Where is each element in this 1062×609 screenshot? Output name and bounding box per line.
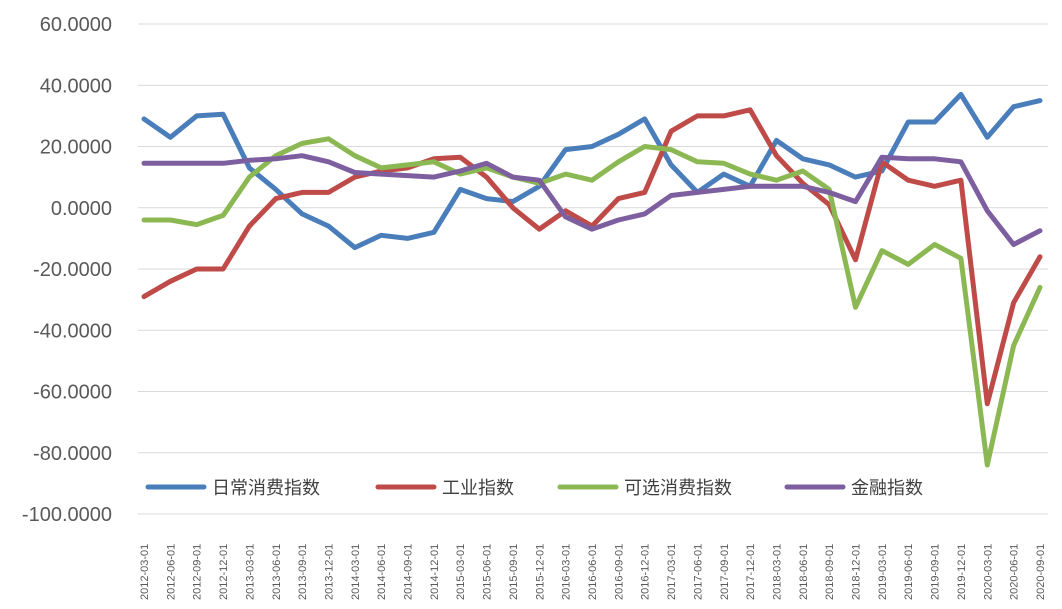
x-tick-label: 2016-03-01	[561, 544, 573, 600]
x-tick-label: 2012-06-01	[165, 544, 177, 600]
y-tick-label: -80.0000	[33, 443, 112, 465]
x-tick-label: 2012-12-01	[218, 544, 230, 600]
x-tick-label: 2015-12-01	[534, 544, 546, 600]
x-tick-label: 2013-12-01	[323, 544, 335, 600]
series-line-0	[141, 91, 1043, 251]
y-tick-label: 20.0000	[40, 137, 112, 159]
x-tick-label: 2017-03-01	[666, 544, 678, 600]
x-tick-label: 2018-06-01	[798, 544, 810, 600]
x-tick-label: 2013-06-01	[271, 544, 283, 600]
x-tick-label: 2015-03-01	[455, 544, 467, 600]
legend-label-2: 可选消费指数	[624, 478, 732, 499]
y-tick-label: 0.0000	[51, 198, 112, 220]
legend-label-0: 日常消费指数	[212, 478, 320, 499]
x-tick-label: 2012-03-01	[139, 544, 151, 600]
y-tick-label: -60.0000	[33, 382, 112, 404]
x-axis-ticks: 2012-03-01 2012-06-01 2012-09-01 2012-12-01…	[139, 544, 1047, 600]
x-tick-label: 2017-09-01	[719, 544, 731, 600]
series-line-1	[141, 107, 1043, 407]
x-tick-label: 2016-09-01	[613, 544, 625, 600]
series-lines	[141, 91, 1043, 468]
x-tick-label: 2017-06-01	[692, 544, 704, 600]
x-tick-label: 2014-12-01	[429, 544, 441, 600]
y-tick-label: -40.0000	[33, 320, 112, 342]
x-tick-label: 2017-12-01	[745, 544, 757, 600]
x-tick-label: 2018-12-01	[851, 544, 863, 600]
x-tick-label: 2020-09-01	[1035, 544, 1047, 600]
x-tick-label: 2019-09-01	[930, 544, 942, 600]
x-tick-label: 2014-06-01	[376, 544, 388, 600]
x-tick-label: 2020-06-01	[1009, 544, 1021, 600]
y-tick-label: 60.0000	[40, 14, 112, 36]
x-tick-label: 2018-09-01	[824, 544, 836, 600]
x-tick-label: 2014-09-01	[403, 544, 415, 600]
series-line-3	[141, 153, 1043, 247]
series-line-2	[141, 136, 1043, 468]
x-tick-label: 2019-06-01	[903, 544, 915, 600]
x-tick-label: 2012-09-01	[192, 544, 204, 600]
x-tick-label: 2018-03-01	[771, 544, 783, 600]
y-tick-label: -100.0000	[22, 504, 112, 526]
x-tick-label: 2014-03-01	[350, 544, 362, 600]
x-tick-label: 2016-06-01	[587, 544, 599, 600]
legend-label-3: 金融指数	[851, 478, 923, 499]
x-tick-label: 2015-09-01	[508, 544, 520, 600]
x-tick-label: 2019-12-01	[956, 544, 968, 600]
x-tick-label: 2019-03-01	[877, 544, 889, 600]
y-tick-label: 40.0000	[40, 75, 112, 97]
grid-lines	[138, 23, 1048, 515]
y-axis-ticks: 60.0000 40.0000 20.0000 0.0000 -20.0000 -40.0…	[22, 14, 112, 526]
legend: 日常消费指数 工业指数 可选消费指数 金融指数	[145, 478, 923, 499]
x-tick-label: 2013-03-01	[244, 544, 256, 600]
x-tick-label: 2013-09-01	[297, 544, 309, 600]
x-tick-label: 2016-12-01	[640, 544, 652, 600]
legend-label-1: 工业指数	[442, 478, 514, 499]
x-tick-label: 2020-03-01	[982, 544, 994, 600]
x-tick-label: 2015-06-01	[482, 544, 494, 600]
y-tick-label: -20.0000	[33, 259, 112, 281]
